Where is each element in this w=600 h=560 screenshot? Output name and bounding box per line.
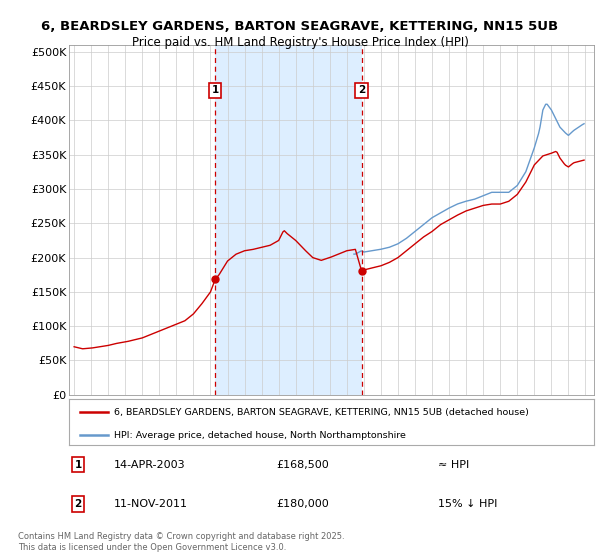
Text: Price paid vs. HM Land Registry's House Price Index (HPI): Price paid vs. HM Land Registry's House … — [131, 36, 469, 49]
Text: 6, BEARDSLEY GARDENS, BARTON SEAGRAVE, KETTERING, NN15 5UB: 6, BEARDSLEY GARDENS, BARTON SEAGRAVE, K… — [41, 20, 559, 32]
Text: 1: 1 — [74, 460, 82, 470]
Text: 14-APR-2003: 14-APR-2003 — [114, 460, 185, 470]
Text: ≈ HPI: ≈ HPI — [438, 460, 469, 470]
Text: 1: 1 — [212, 85, 219, 95]
Text: 2: 2 — [74, 499, 82, 509]
Text: HPI: Average price, detached house, North Northamptonshire: HPI: Average price, detached house, Nort… — [113, 431, 406, 440]
Text: 15% ↓ HPI: 15% ↓ HPI — [438, 499, 497, 509]
Text: £168,500: £168,500 — [276, 460, 329, 470]
Text: 2: 2 — [358, 85, 365, 95]
Text: 11-NOV-2011: 11-NOV-2011 — [114, 499, 188, 509]
Text: Contains HM Land Registry data © Crown copyright and database right 2025.
This d: Contains HM Land Registry data © Crown c… — [18, 532, 344, 552]
Text: 6, BEARDSLEY GARDENS, BARTON SEAGRAVE, KETTERING, NN15 5UB (detached house): 6, BEARDSLEY GARDENS, BARTON SEAGRAVE, K… — [113, 408, 529, 417]
Text: £180,000: £180,000 — [276, 499, 329, 509]
Bar — [215, 45, 362, 395]
